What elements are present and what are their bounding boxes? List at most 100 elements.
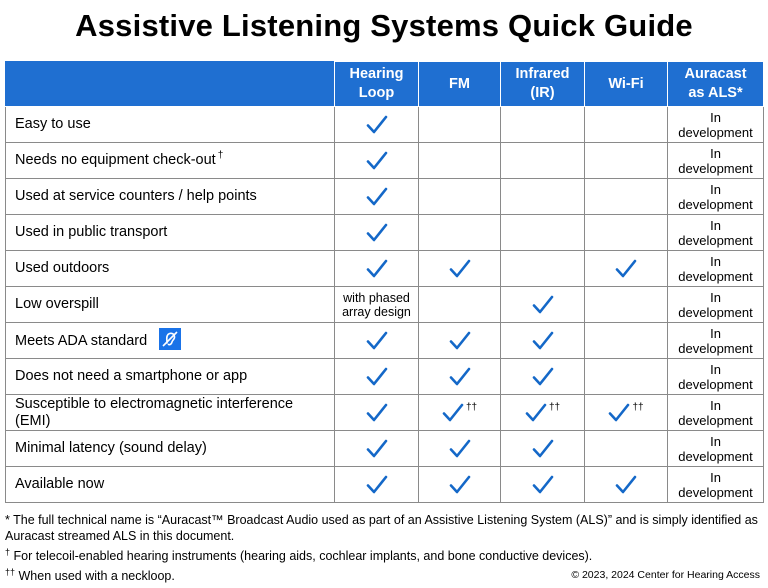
checkmark-icon — [615, 475, 637, 495]
status-in-development: In development — [667, 142, 764, 179]
cell-hearing-loop — [334, 214, 419, 251]
checkmark-icon — [442, 403, 464, 423]
checkmark-icon — [366, 151, 388, 171]
column-header-auracast: Auracast as ALS* — [667, 61, 764, 107]
checkmark-icon — [366, 367, 388, 387]
cell-hearing-loop — [334, 106, 419, 143]
checkmark-icon — [449, 475, 471, 495]
cell-fm — [418, 358, 501, 395]
cell-empty — [584, 286, 668, 323]
cell-empty — [500, 178, 585, 215]
cell-note: with phased array design — [334, 286, 419, 323]
cell-fm — [418, 430, 501, 467]
checkmark-icon — [449, 439, 471, 459]
cell-empty — [584, 214, 668, 251]
checkmark-icon — [608, 403, 630, 423]
cell-empty — [418, 178, 501, 215]
cell-hearing-loop — [334, 250, 419, 287]
status-in-development: In development — [667, 394, 764, 431]
table-row: Needs no equipment check-out † In developme… — [5, 142, 764, 179]
cell-empty — [500, 106, 585, 143]
cell-hearing-loop — [334, 430, 419, 467]
footnotes: * The full technical name is “Auracast™ … — [5, 512, 765, 584]
cell-empty — [418, 286, 501, 323]
cell-fm — [418, 466, 501, 503]
cell-empty — [584, 142, 668, 179]
checkmark-icon — [532, 331, 554, 351]
table-row: Easy to use In development — [5, 106, 764, 143]
checkmark-icon — [366, 259, 388, 279]
table-row: Available now In development — [5, 466, 764, 503]
table-body: Easy to use In development Needs no equipme… — [5, 106, 764, 503]
checkmark-icon — [366, 439, 388, 459]
cell-infrared — [500, 430, 585, 467]
checkmark-icon — [532, 295, 554, 315]
cell-empty — [418, 106, 501, 143]
comparison-table: Hearing Loop FM Infrared (IR) Wi-Fi Auraca… — [5, 61, 764, 503]
cell-empty — [418, 142, 501, 179]
cell-wifi — [584, 466, 668, 503]
status-in-development: In development — [667, 466, 764, 503]
cell-empty — [584, 430, 668, 467]
cell-infrared — [500, 466, 585, 503]
page-title: Assistive Listening Systems Quick Guide — [75, 8, 693, 43]
checkmark-icon — [366, 331, 388, 351]
hearing-assistance-symbol-icon — [159, 327, 182, 350]
status-in-development: In development — [667, 106, 764, 143]
footnote-asterisk: * The full technical name is “Auracast™ … — [5, 513, 758, 543]
cell-fm — [418, 322, 501, 359]
checkmark-icon — [525, 403, 547, 423]
cell-empty — [418, 214, 501, 251]
cell-hearing-loop — [334, 142, 419, 179]
column-header-infrared: Infrared (IR) — [500, 61, 585, 107]
cell-infrared — [500, 286, 585, 323]
cell-empty — [584, 358, 668, 395]
checkmark-icon — [532, 367, 554, 387]
table-row: Susceptible to electromagnetic interfere… — [5, 394, 764, 431]
feature-label: Used in public transport — [5, 214, 335, 251]
cell-empty — [584, 106, 668, 143]
checkmark-icon — [615, 259, 637, 279]
cell-hearing-loop — [334, 358, 419, 395]
table-row: Low overspill with phased array design In de… — [5, 286, 764, 323]
status-in-development: In development — [667, 178, 764, 215]
cell-hearing-loop — [334, 178, 419, 215]
checkmark-icon — [449, 331, 471, 351]
feature-label: Meets ADA standard — [5, 322, 335, 359]
table-row: Meets ADA standard In development — [5, 322, 764, 359]
feature-label: Used outdoors — [5, 250, 335, 287]
feature-label: Low overspill — [5, 286, 335, 323]
cell-wifi: †† — [584, 394, 668, 431]
column-header-fm: FM — [418, 61, 501, 107]
table-row: Used outdoors In development — [5, 250, 764, 287]
checkmark-icon — [366, 475, 388, 495]
cell-infrared: †† — [500, 394, 585, 431]
table-row: Used at service counters / help points In… — [5, 178, 764, 215]
table-row: Does not need a smartphone or app In devel… — [5, 358, 764, 395]
status-in-development: In development — [667, 430, 764, 467]
checkmark-icon — [532, 475, 554, 495]
cell-empty — [500, 142, 585, 179]
status-in-development: In development — [667, 322, 764, 359]
cell-hearing-loop — [334, 322, 419, 359]
status-in-development: In development — [667, 286, 764, 323]
status-in-development: In development — [667, 250, 764, 287]
cell-hearing-loop — [334, 466, 419, 503]
column-header-hearing-loop: Hearing Loop — [334, 61, 419, 107]
checkmark-icon — [532, 439, 554, 459]
feature-label: Does not need a smartphone or app — [5, 358, 335, 395]
feature-label: Needs no equipment check-out † — [5, 142, 335, 179]
cell-fm: †† — [418, 394, 501, 431]
feature-label: Easy to use — [5, 106, 335, 143]
cell-empty — [584, 178, 668, 215]
status-in-development: In development — [667, 214, 764, 251]
footnote-double-dagger: †† When used with a neckloop. — [5, 567, 175, 584]
cell-empty — [584, 322, 668, 359]
table-row: Used in public transport In development — [5, 214, 764, 251]
table-header: Hearing Loop FM Infrared (IR) Wi-Fi Auraca… — [5, 61, 764, 107]
cell-infrared — [500, 358, 585, 395]
cell-empty — [500, 214, 585, 251]
column-header-wifi: Wi-Fi — [584, 61, 668, 107]
checkmark-icon — [449, 367, 471, 387]
cell-hearing-loop — [334, 394, 419, 431]
